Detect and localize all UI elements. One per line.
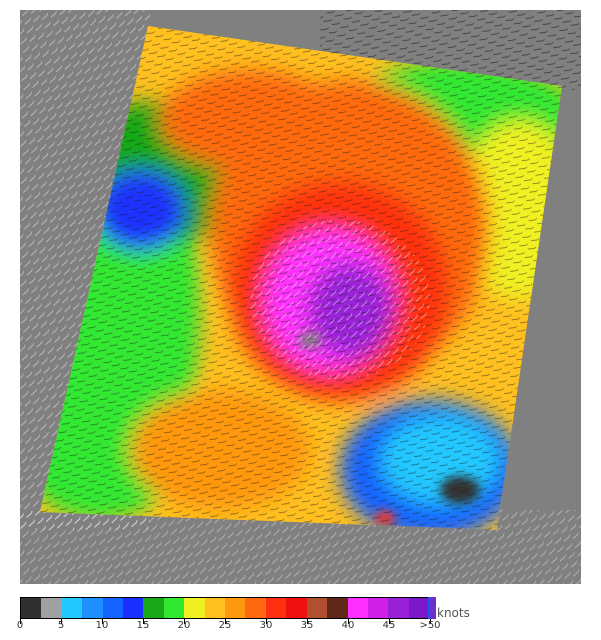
legend-tick-mark [348,619,349,624]
legend-swatch-11 [245,598,266,618]
legend-tick-label: 15 [136,620,150,631]
legend-tick-label: 45 [382,620,396,631]
legend-swatch-2 [61,598,83,618]
legend-swatch-15 [327,598,348,618]
legend-swatch-9 [204,598,226,618]
wind-speed-swath [20,10,581,584]
legend-swatch-8 [184,598,205,618]
legend-tick-mark [102,619,103,624]
legend-tick-mark [307,619,308,624]
legend-tick-label: 25 [218,620,232,631]
legend-swatch-0 [21,598,42,618]
legend-swatch-12 [265,598,287,618]
legend-tick-mark [61,619,62,624]
legend-swatch-14 [306,598,328,618]
legend-swatch-1 [41,598,62,618]
legend-tick-mark [143,619,144,624]
legend-swatch-5 [123,598,144,618]
legend-swatch-10 [225,598,246,618]
legend-swatch-6 [143,598,164,618]
legend-overflow-swatch [428,597,436,619]
legend-tick-mark [20,619,21,624]
legend-swatch-18 [388,598,409,618]
legend-tick-mark [225,619,226,624]
wind-field-map[interactable] [20,10,581,584]
legend-tick-mark [184,619,185,624]
legend-tick-mark [430,619,431,624]
legend-tick-label: 20 [177,620,191,631]
legend-swatch-17 [367,598,389,618]
legend-swatch-19 [408,598,430,618]
legend-tick-label: >50 [419,620,441,631]
wind-speed-legend-bar [20,597,430,619]
legend-units-label: knots [437,606,470,620]
legend-swatch-3 [82,598,103,618]
legend-tick-label: 35 [300,620,314,631]
legend-tick-label: 10 [95,620,109,631]
legend-tick-label: 5 [57,620,65,631]
legend-swatch-4 [102,598,124,618]
legend-tick-mark [389,619,390,624]
legend-swatch-7 [163,598,185,618]
legend-tick-mark [266,619,267,624]
legend-tick-label: 30 [259,620,273,631]
legend-tick-label: 0 [16,620,24,631]
legend-tick-marks [20,619,431,625]
legend-swatch-13 [286,598,307,618]
legend-swatch-16 [347,598,368,618]
legend-tick-label: 40 [341,620,355,631]
